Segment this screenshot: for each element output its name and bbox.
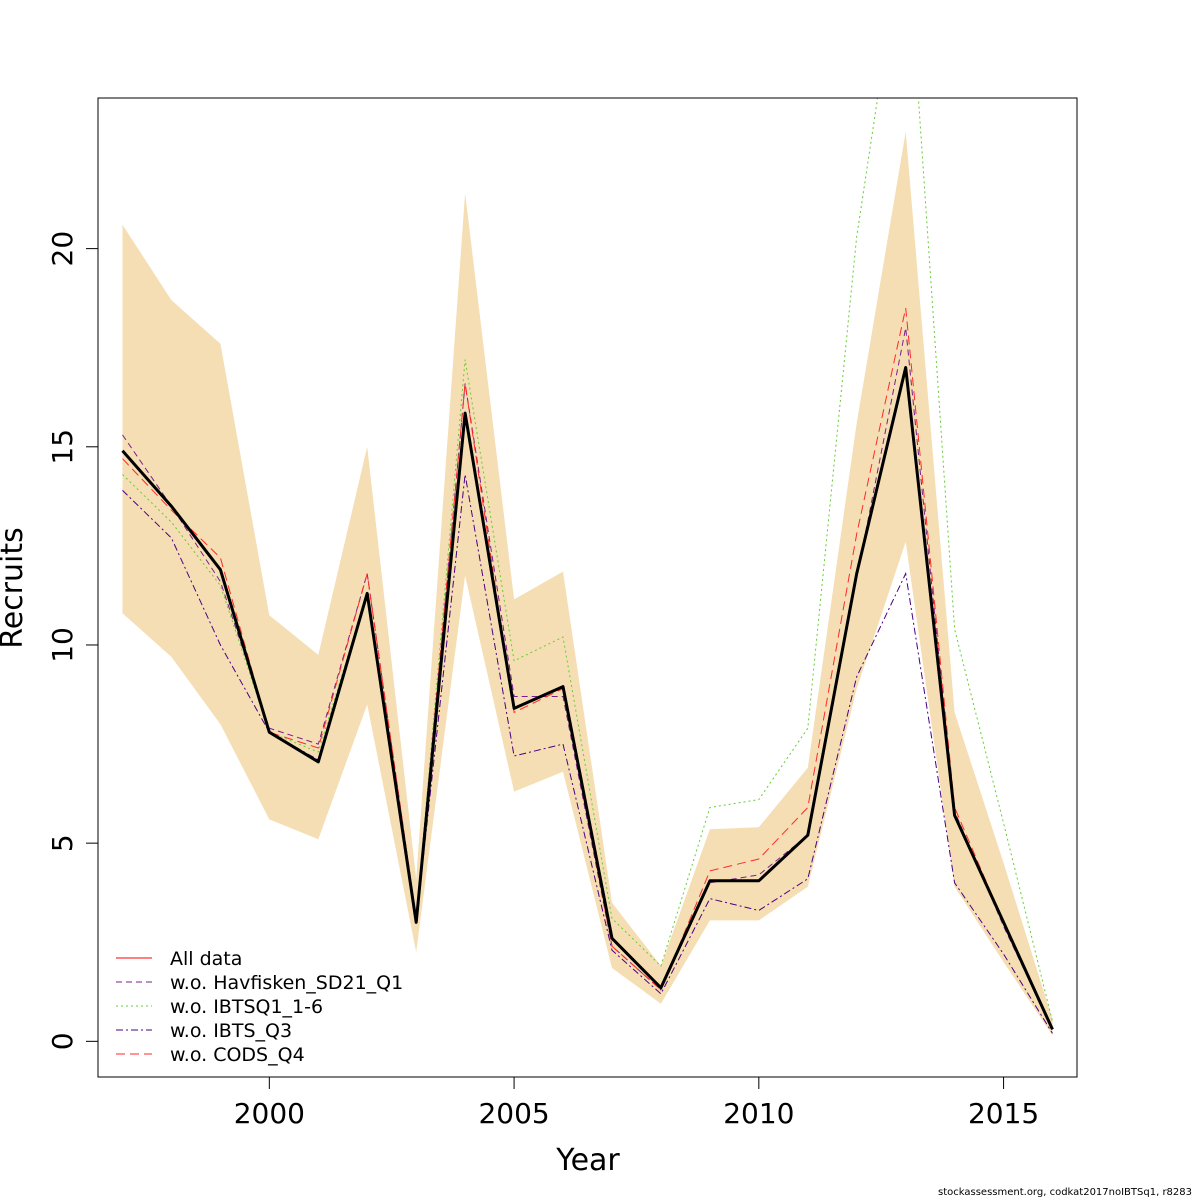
legend-label-w-o-cods-q4: w.o. CODS_Q4 [170,1044,305,1066]
confidence-band [122,131,1053,1036]
legend-label-w-o-ibtsq1-1-6: w.o. IBTSQ1_1-6 [170,996,323,1018]
x-axis: 2000 2005 2010 2015 [234,1076,1039,1130]
footer-credit: stockassessment.org, codkat2017noIBTSq1,… [938,1187,1192,1198]
y-axis: 0 5 10 15 20 [46,231,99,1050]
y-axis-title: Recruits [0,527,30,649]
y-tick-label: 0 [46,1032,79,1050]
y-tick-label: 20 [46,231,79,267]
legend-label-w-o-havfisken-sd21-q1: w.o. Havfisken_SD21_Q1 [170,972,403,994]
x-tick-label: 2000 [234,1097,305,1130]
confidence-band-layer [122,131,1053,1036]
legend-label-all-data: All data [170,948,242,970]
series-line-w-o-cods-q4 [122,307,1053,1030]
estimate-line [121,366,1054,1031]
x-tick-label: 2010 [723,1097,794,1130]
x-axis-title: Year [555,1143,620,1178]
y-tick-label: 5 [46,834,79,852]
x-tick-label: 2015 [968,1097,1039,1130]
x-tick-label: 2005 [478,1097,549,1130]
y-tick-label: 10 [46,627,79,663]
legend-label-w-o-ibts-q3: w.o. IBTS_Q3 [170,1020,292,1042]
estimate-layer [121,366,1054,1031]
y-tick-label: 15 [46,429,79,465]
series-line-w-o-havfisken-sd21-q1 [122,327,1053,1030]
